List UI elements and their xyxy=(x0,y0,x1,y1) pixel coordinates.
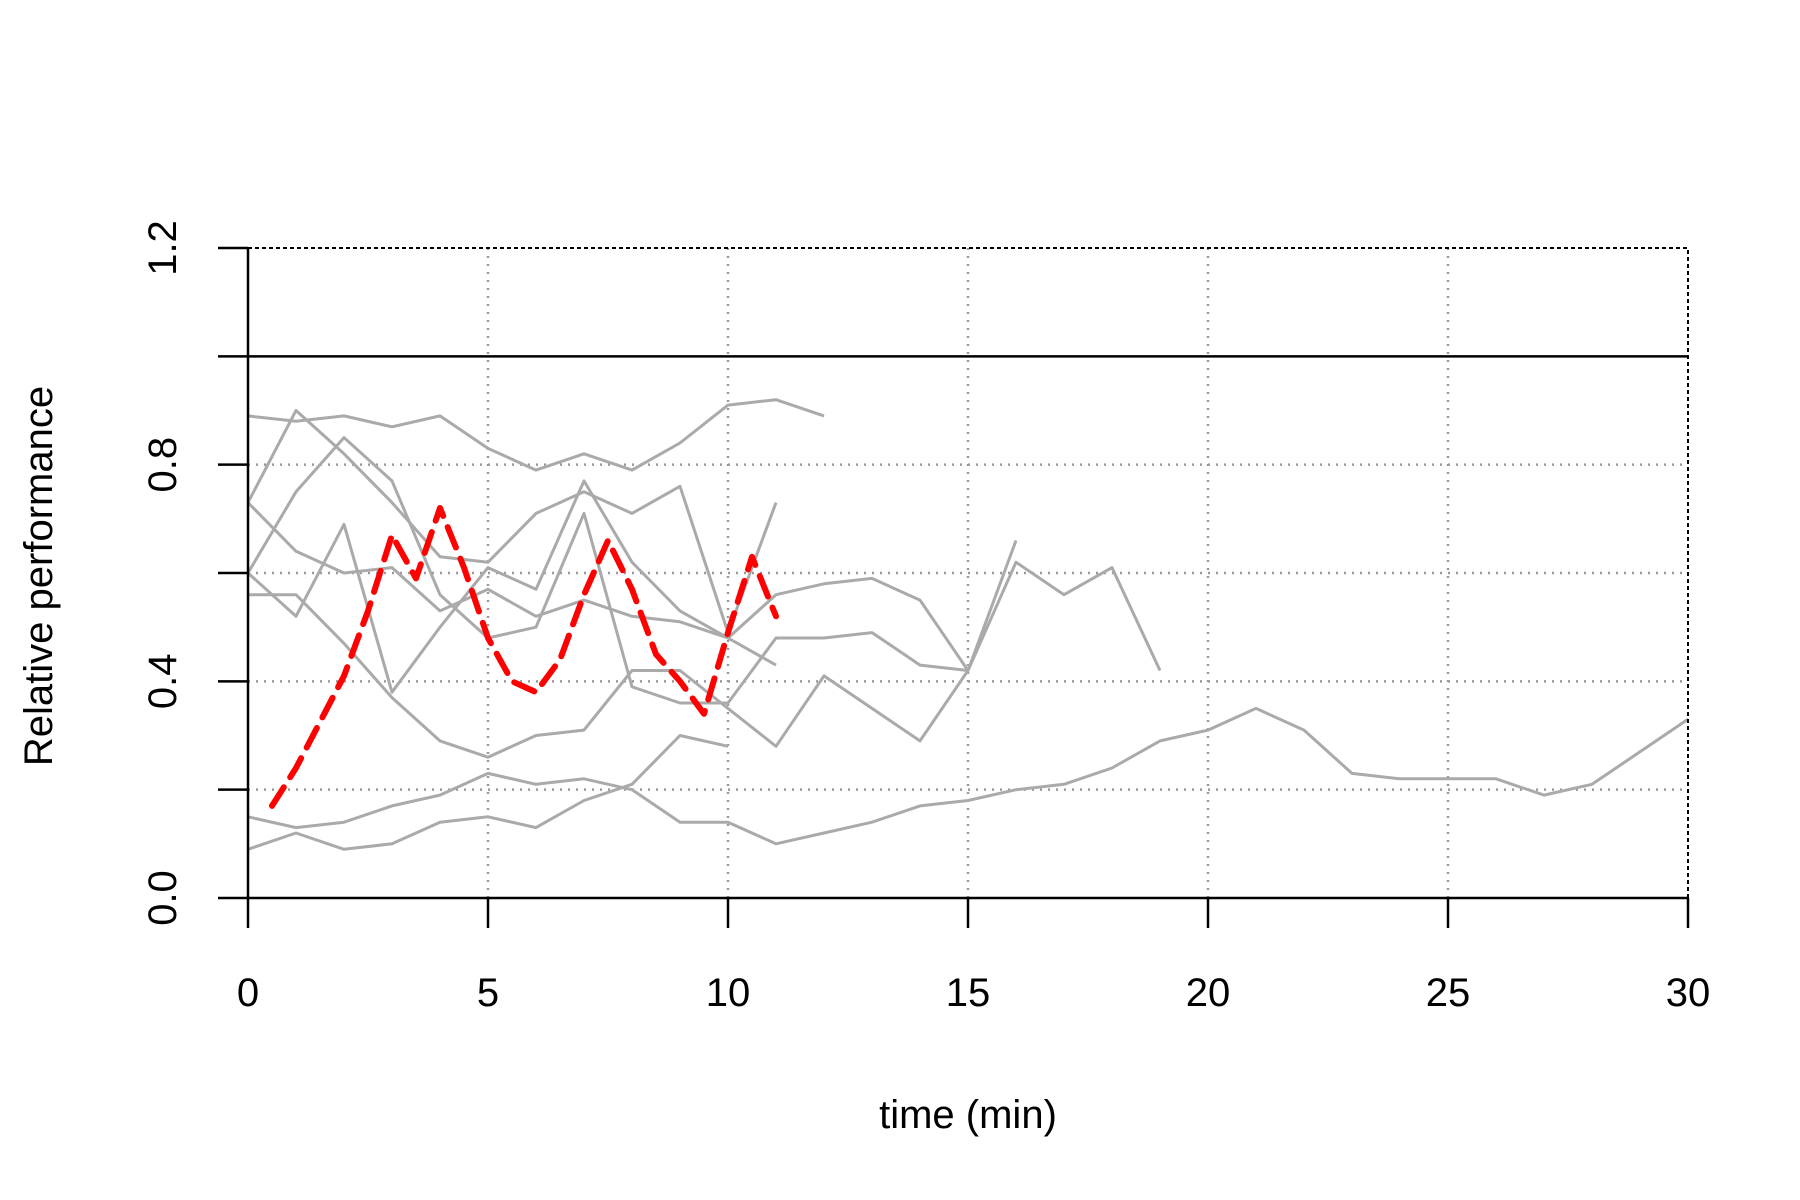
y-tick-label-0: 0.0 xyxy=(141,870,185,926)
series-line-2 xyxy=(246,409,778,635)
series-line-3 xyxy=(246,436,1018,705)
x-tick-label-1: 5 xyxy=(477,971,499,1015)
highlight-series-group xyxy=(269,505,779,809)
series-line-8 xyxy=(247,706,1689,846)
grid xyxy=(248,248,1688,898)
x-tick-label-5: 25 xyxy=(1426,971,1471,1015)
x-tick-label-6: 30 xyxy=(1666,971,1711,1015)
y-tick-label-2: 0.8 xyxy=(141,437,185,493)
x-axis: 0 5 10 15 20 25 30 xyxy=(237,896,1711,1015)
y-axis-title: Relative performance xyxy=(17,386,61,766)
series-group xyxy=(246,398,1689,851)
series-line-4 xyxy=(248,560,1162,759)
series-line-5 xyxy=(246,501,970,672)
x-tick-label-0: 0 xyxy=(237,971,259,1015)
x-axis-title: time (min) xyxy=(879,1093,1057,1137)
x-tick-label-3: 15 xyxy=(946,971,991,1015)
y-axis: 0.0 0.4 0.8 1.2 xyxy=(141,220,250,926)
x-tick-label-2: 10 xyxy=(706,971,751,1015)
x-tick-label-4: 20 xyxy=(1186,971,1231,1015)
highlight-series-line xyxy=(269,505,779,809)
y-tick-label-1: 0.4 xyxy=(141,653,185,709)
series-line-6 xyxy=(246,479,777,694)
series-line-1 xyxy=(247,398,825,472)
y-tick-label-3: 1.2 xyxy=(141,220,185,276)
series-line-7 xyxy=(247,734,729,851)
